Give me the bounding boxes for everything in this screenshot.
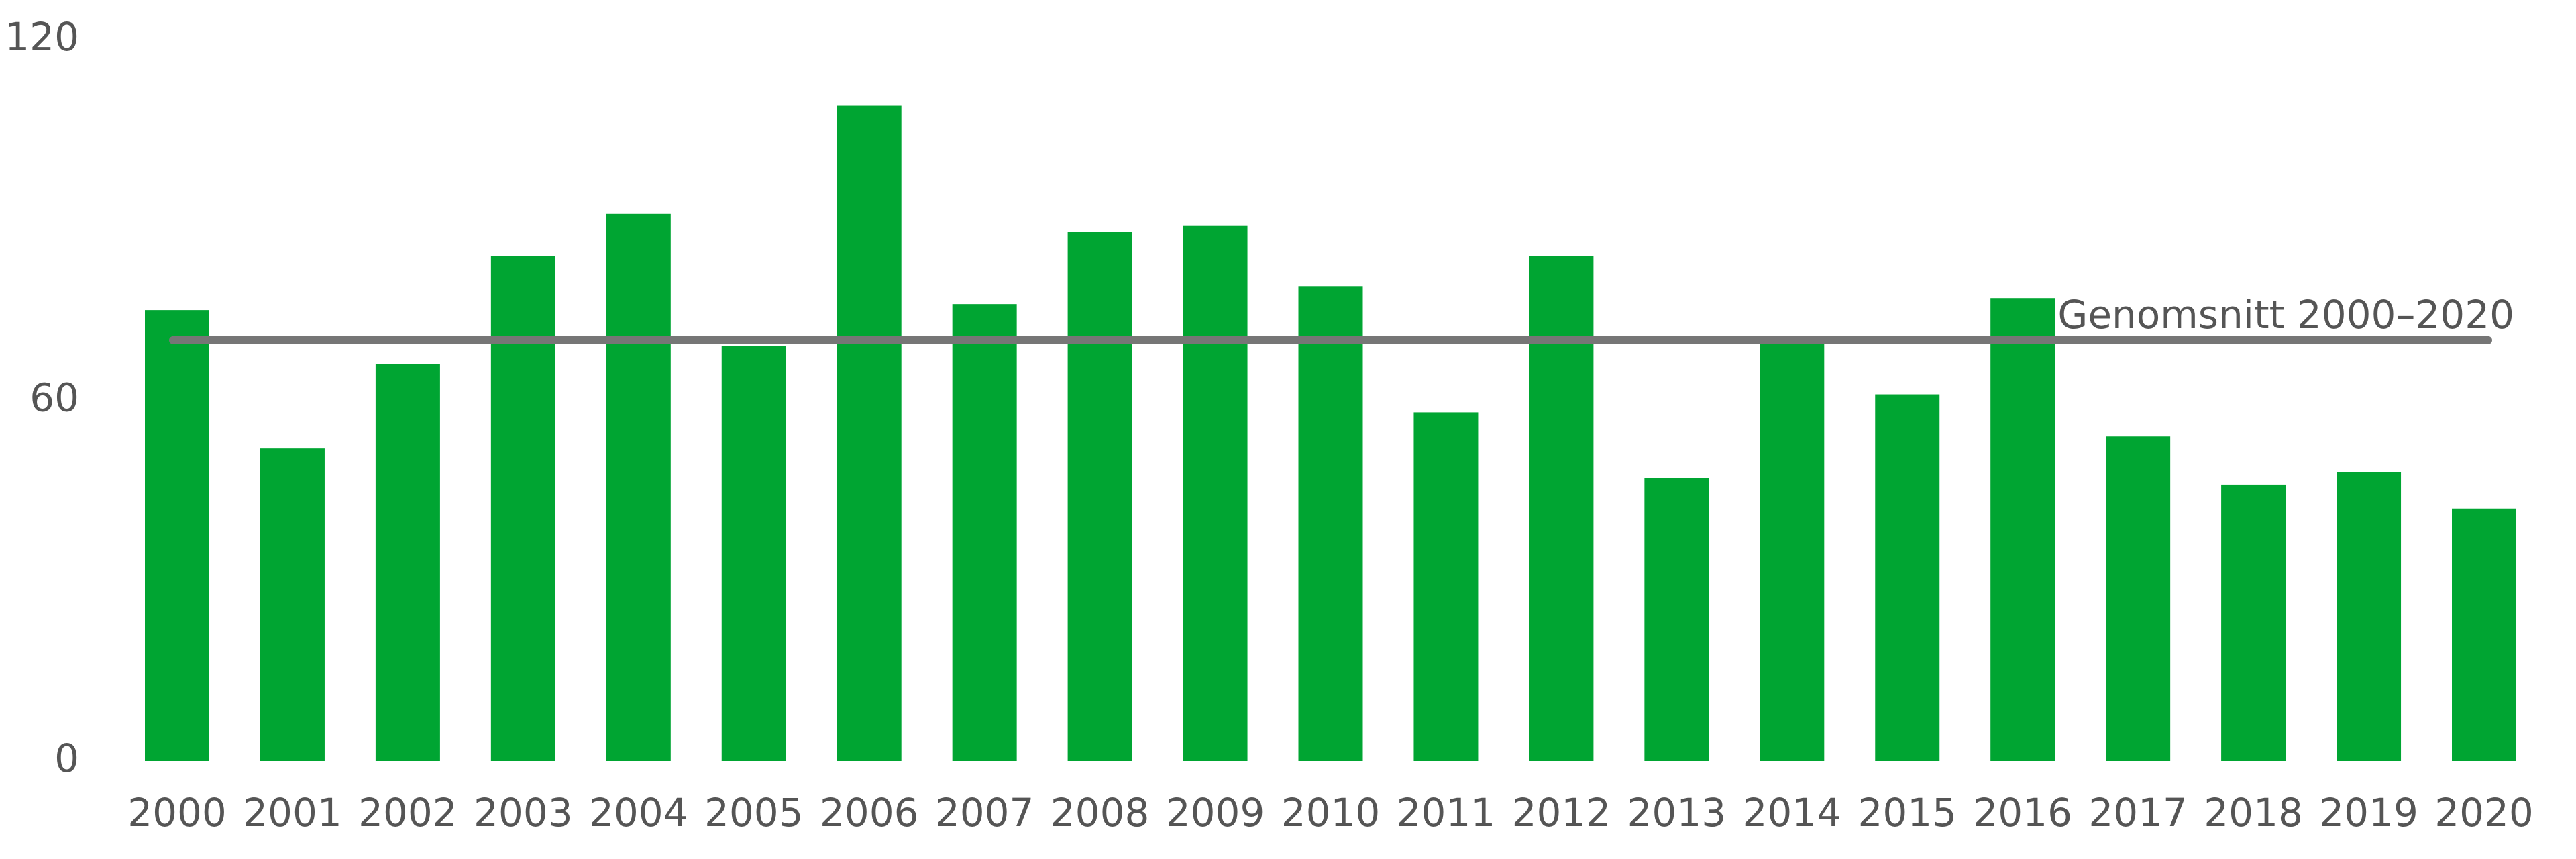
y-tick-label: 60 bbox=[30, 375, 79, 421]
x-tick-label: 2010 bbox=[1281, 790, 1381, 836]
x-tick-label: 2011 bbox=[1397, 790, 1496, 836]
bar bbox=[837, 105, 902, 761]
bar bbox=[490, 256, 555, 761]
x-tick-label: 2018 bbox=[2204, 790, 2303, 836]
bar bbox=[952, 304, 1017, 762]
x-tick-label: 2015 bbox=[1858, 790, 1957, 836]
bar bbox=[1644, 478, 1709, 761]
bar bbox=[721, 346, 786, 761]
bar bbox=[1990, 298, 2055, 761]
bar bbox=[2221, 484, 2286, 761]
y-tick-label: 0 bbox=[54, 736, 79, 781]
bar bbox=[260, 448, 325, 761]
y-tick-label: 120 bbox=[5, 14, 79, 60]
average-label: Genomsnitt 2000–2020 bbox=[2057, 292, 2514, 338]
x-tick-label: 2016 bbox=[1973, 790, 2072, 836]
x-tick-label: 2008 bbox=[1051, 790, 1150, 836]
x-tick-label: 2003 bbox=[474, 790, 573, 836]
x-tick-label: 2017 bbox=[2088, 790, 2188, 836]
bar bbox=[1298, 286, 1363, 762]
x-tick-label: 2012 bbox=[1512, 790, 1611, 836]
bar bbox=[606, 213, 671, 762]
bar bbox=[2452, 508, 2516, 761]
bar bbox=[1760, 340, 1825, 762]
x-tick-label: 2014 bbox=[1742, 790, 1841, 836]
bar bbox=[145, 310, 209, 761]
bar bbox=[2106, 436, 2171, 761]
x-tick-label: 2005 bbox=[704, 790, 804, 836]
bar bbox=[1183, 225, 1248, 761]
x-tick-label: 2004 bbox=[589, 790, 688, 836]
x-tick-label: 2007 bbox=[935, 790, 1034, 836]
x-tick-label: 2009 bbox=[1166, 790, 1265, 836]
x-tick-label: 2013 bbox=[1627, 790, 1727, 836]
bar bbox=[375, 364, 440, 761]
bar bbox=[1067, 232, 1132, 762]
bar bbox=[2337, 472, 2402, 761]
x-tick-label: 2002 bbox=[358, 790, 458, 836]
x-tick-label: 2019 bbox=[2319, 790, 2418, 836]
x-tick-label: 2000 bbox=[127, 790, 227, 836]
bar bbox=[1413, 412, 1479, 761]
bar bbox=[1529, 256, 1594, 761]
x-tick-label: 2020 bbox=[2434, 790, 2534, 836]
x-tick-label: 2001 bbox=[243, 790, 342, 836]
x-tick-label: 2006 bbox=[820, 790, 919, 836]
bar bbox=[1875, 394, 1940, 761]
